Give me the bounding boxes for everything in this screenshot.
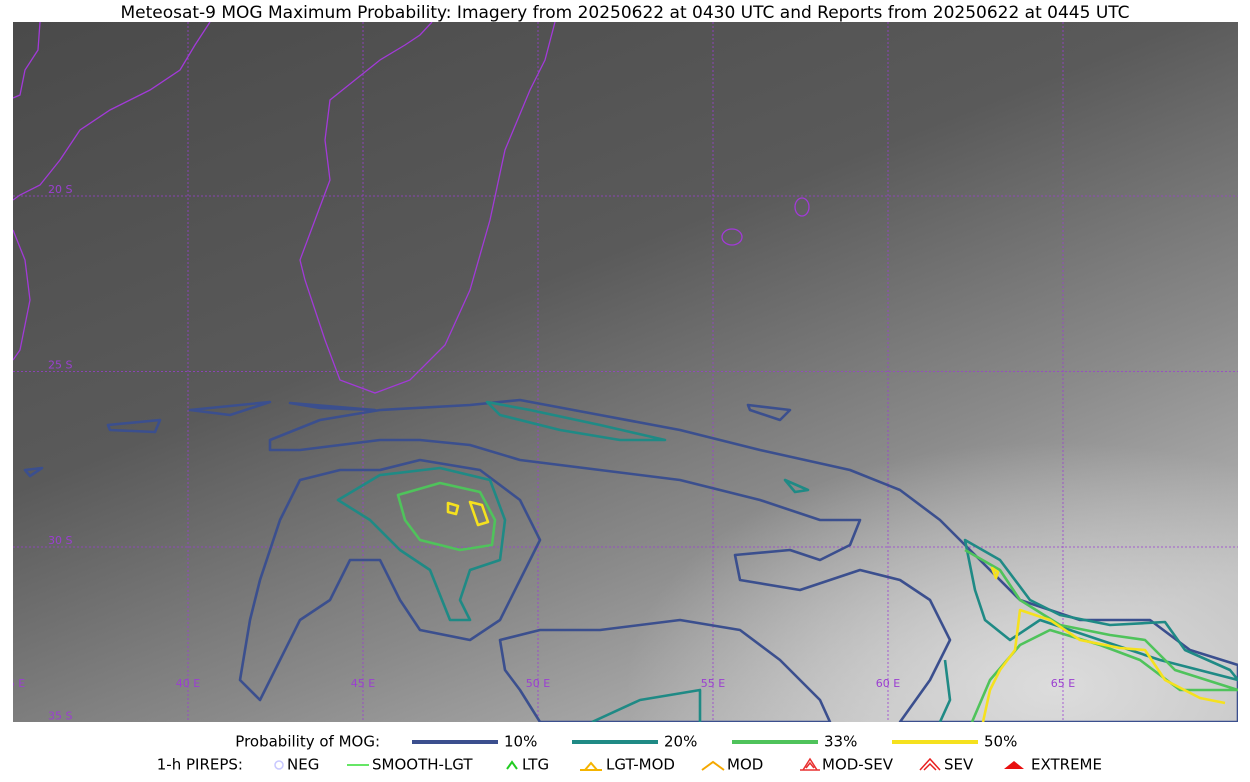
cloud-brightness: [13, 22, 1238, 722]
legend-label: SEV: [944, 756, 974, 774]
pirep-icon: [800, 757, 820, 771]
legend-label: 33%: [824, 733, 857, 751]
pirep-icon: [274, 760, 284, 770]
legend-label: EXTREME: [1031, 756, 1102, 774]
legend-label: LGT-MOD: [606, 756, 675, 774]
lat-label: 30 S: [48, 534, 72, 547]
legend-title: 1-h PIREPS:: [157, 756, 243, 774]
legend-label: MOD: [727, 756, 763, 774]
pirep-icon: [919, 757, 941, 771]
lon-label: 50 E: [526, 677, 550, 690]
coastlines: [13, 22, 810, 394]
lon-label: 65 E: [1051, 677, 1075, 690]
lat-label: 25 S: [48, 359, 72, 372]
legend: Probability of MOG: 10% 20% 33% 50% 1-h PIREP…: [157, 733, 1102, 774]
legend-title: Probability of MOG:: [235, 733, 380, 751]
contours: [23, 398, 1238, 722]
lat-label: 35 S: [48, 710, 72, 723]
lon-label: 45 E: [351, 677, 375, 690]
legend-label: 20%: [664, 733, 697, 751]
lon-label: 60 E: [876, 677, 900, 690]
legend-label: 50%: [984, 733, 1017, 751]
pirep-icon: [1004, 761, 1024, 769]
legend-label: 10%: [504, 733, 537, 751]
pirep-icon: [701, 760, 725, 771]
legend-label: MOD-SEV: [822, 756, 894, 774]
legend-label: NEG: [287, 756, 319, 774]
lat-label: 20 S: [48, 183, 72, 196]
graticule: [13, 22, 1238, 722]
legend-label: LTG: [522, 756, 549, 774]
lon-label: 40 E: [176, 677, 200, 690]
pirep-icon: [580, 761, 602, 771]
pirep-icon: [506, 760, 518, 770]
lon-label: 55 E: [701, 677, 725, 690]
lon-label: 35 E: [1, 677, 25, 690]
map: 35 E 40 E 45 E 50 E 55 E 60 E 65 E 20 S 25 S 30 …: [1, 22, 1238, 723]
legend-label: SMOOTH-LGT: [372, 756, 473, 774]
title: Meteosat-9 MOG Maximum Probability: Imag…: [120, 3, 1129, 23]
